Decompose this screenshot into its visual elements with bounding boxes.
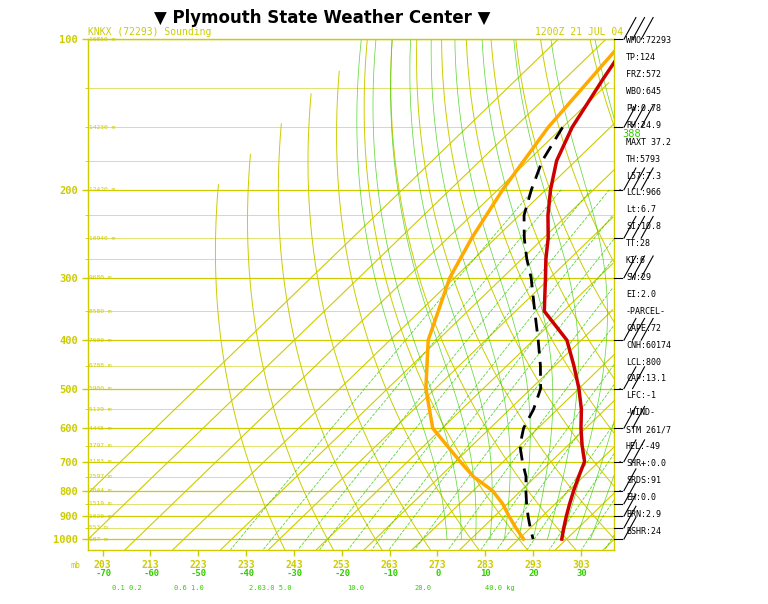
Text: 2044 m: 2044 m (89, 488, 112, 493)
Text: -: - (618, 425, 621, 431)
Text: -: - (618, 525, 621, 531)
Text: TP:124: TP:124 (626, 53, 656, 62)
Text: 14230 m: 14230 m (89, 125, 115, 130)
Text: KNKX (72293) Sounding: KNKX (72293) Sounding (88, 27, 212, 37)
Text: -: - (618, 458, 621, 464)
Text: 4445 m: 4445 m (89, 426, 112, 431)
Text: 16850 m: 16850 m (89, 37, 115, 42)
Text: -PARCEL-: -PARCEL- (626, 307, 666, 316)
Text: 388: 388 (622, 129, 641, 140)
Text: 2.03.0 5.0: 2.03.0 5.0 (249, 585, 291, 591)
Text: CNH:60174: CNH:60174 (626, 341, 671, 350)
Text: WBO:645: WBO:645 (626, 87, 661, 96)
Text: Lt:6.7: Lt:6.7 (626, 205, 656, 214)
Text: PW:0.78: PW:0.78 (626, 104, 661, 113)
Text: -: - (618, 487, 621, 493)
Text: 0: 0 (435, 569, 441, 578)
Text: -: - (618, 337, 621, 343)
Text: 5139 m: 5139 m (89, 406, 112, 412)
Text: 6708 m: 6708 m (89, 363, 112, 368)
Text: TT:28: TT:28 (626, 239, 651, 248)
Text: MAXT 37.2: MAXT 37.2 (626, 138, 671, 147)
Text: LFC:-1: LFC:-1 (626, 391, 656, 400)
Text: -: - (618, 275, 621, 281)
Text: KI:6: KI:6 (626, 256, 646, 265)
Text: 9680 m: 9680 m (89, 275, 112, 280)
Text: ▼ Plymouth State Weather Center ▼: ▼ Plymouth State Weather Center ▼ (154, 9, 491, 27)
Text: -WIND-: -WIND- (626, 408, 656, 417)
Text: -10: -10 (382, 569, 399, 578)
Text: BSHR:24: BSHR:24 (626, 527, 661, 536)
Text: L57:7.3: L57:7.3 (626, 172, 661, 181)
Text: 12420 m: 12420 m (89, 187, 115, 192)
Text: SW:29: SW:29 (626, 273, 651, 282)
Text: 3797 m: 3797 m (89, 443, 112, 448)
Text: -: - (618, 385, 621, 391)
Text: 7600 m: 7600 m (89, 338, 112, 342)
Text: 20.0: 20.0 (415, 585, 432, 591)
Text: CAP:13.1: CAP:13.1 (626, 374, 666, 384)
Text: 3183 m: 3183 m (89, 459, 112, 464)
Text: -: - (618, 124, 621, 130)
Text: 30: 30 (576, 569, 587, 578)
Text: SRDS:91: SRDS:91 (626, 476, 661, 485)
Text: 107 m: 107 m (89, 536, 108, 542)
Text: 40.0 kg: 40.0 kg (485, 585, 515, 591)
Text: -: - (618, 536, 621, 542)
Text: -40: -40 (239, 569, 255, 578)
Text: LCL:800: LCL:800 (626, 358, 661, 367)
Text: SHR+:0.0: SHR+:0.0 (626, 459, 666, 468)
Text: 0.6 1.0: 0.6 1.0 (174, 585, 204, 591)
Text: -: - (618, 501, 621, 507)
Text: HEL:-49: HEL:-49 (626, 442, 661, 451)
Text: 8580 m: 8580 m (89, 309, 112, 313)
Text: -: - (618, 235, 621, 241)
Text: STM 261/7: STM 261/7 (626, 425, 671, 434)
Text: 1519 m: 1519 m (89, 501, 112, 506)
Text: -20: -20 (334, 569, 350, 578)
Text: EH:0.0: EH:0.0 (626, 493, 656, 502)
Text: -60: -60 (143, 569, 159, 578)
Text: mb: mb (71, 561, 81, 570)
Text: -: - (618, 187, 621, 193)
Text: 1020 m: 1020 m (89, 513, 112, 519)
Text: WMO:72293: WMO:72293 (626, 36, 671, 45)
Text: -70: -70 (95, 569, 111, 578)
Text: FRZ:572: FRZ:572 (626, 70, 661, 79)
Text: 5900 m: 5900 m (89, 386, 112, 391)
Text: 1200Z 21 JUL 04: 1200Z 21 JUL 04 (535, 27, 624, 37)
Text: -30: -30 (286, 569, 303, 578)
Text: LCL:966: LCL:966 (626, 188, 661, 198)
Text: CAPE:72: CAPE:72 (626, 324, 661, 333)
Text: 10: 10 (481, 569, 492, 578)
Text: TH:5793: TH:5793 (626, 155, 661, 164)
Text: EI:2.0: EI:2.0 (626, 290, 656, 299)
Text: -: - (618, 513, 621, 519)
Text: 10.0: 10.0 (348, 585, 365, 591)
Text: 553 m: 553 m (89, 525, 108, 530)
Text: BRN:2.9: BRN:2.9 (626, 510, 661, 519)
Text: -: - (618, 36, 621, 42)
Text: RH:24.9: RH:24.9 (626, 121, 661, 130)
Text: 0.1 0.2: 0.1 0.2 (111, 585, 141, 591)
Text: 10940 m: 10940 m (89, 236, 115, 240)
Text: 20: 20 (528, 569, 539, 578)
Text: 2597 m: 2597 m (89, 474, 112, 479)
Text: -50: -50 (191, 569, 207, 578)
Text: SI:10.8: SI:10.8 (626, 222, 661, 231)
